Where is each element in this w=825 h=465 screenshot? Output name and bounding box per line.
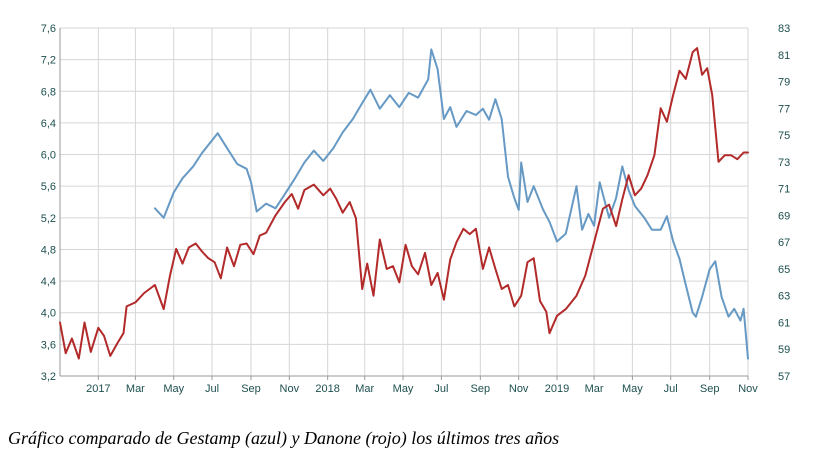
gestamp-series-line [153,48,749,360]
x-tick-label: May [622,383,643,395]
series-lines [59,47,749,360]
y-left-tick-label: 6,0 [41,150,56,162]
y-right-tick-label: 83 [778,23,790,35]
x-tick-label: May [393,383,414,395]
x-tick-label: 2017 [86,383,110,395]
y-left-tick-label: 6,8 [41,86,56,98]
x-tick-label: Sep [241,383,261,395]
y-right-tick-label: 61 [778,317,790,329]
grid [59,27,749,380]
chart: 3,23,64,04,44,85,25,66,06,46,87,27,6 575… [41,23,791,395]
x-tick-label: Sep [700,383,720,395]
y-right-tick-label: 69 [778,210,790,222]
x-tick-label: 2018 [315,383,339,395]
x-tick-label: Nov [509,383,529,395]
y-right-tick-label: 71 [778,184,790,196]
x-tick-label: Mar [585,383,604,395]
y-left-tick-labels: 3,2 3,6 4,0 4,4 4,8 5,2 5,6 6,0 6,4 6,8 7,2 7,6 [41,23,56,383]
y-right-tick-label: 77 [778,103,790,115]
y-left-tick-label: 3,2 [41,371,56,383]
danone-series-line [59,47,749,360]
x-tick-label: Jul [205,383,219,395]
y-right-tick-label: 65 [778,264,790,276]
x-tick-label: May [163,383,184,395]
y-right-tick-labels: 57 59 61 63 65 67 69 71 73 75 77 79 81 83 [778,23,790,383]
x-tick-label: Jul [434,383,448,395]
x-tick-label: Nov [738,383,758,395]
y-right-tick-label: 75 [778,130,790,142]
y-left-tick-label: 7,6 [41,23,56,35]
y-right-tick-label: 59 [778,344,790,356]
y-right-tick-label: 81 [778,50,790,62]
y-right-tick-label: 67 [778,237,790,249]
y-right-tick-label: 57 [778,371,790,383]
y-left-tick-label: 5,6 [41,181,56,193]
x-tick-label: Mar [355,383,374,395]
x-tick-label: Jul [664,383,678,395]
y-left-tick-label: 4,4 [41,276,56,288]
y-left-tick-label: 3,6 [41,339,56,351]
chart-caption: Gráfico comparado de Gestamp (azul) y Da… [8,428,560,448]
x-tick-labels: 2017 Mar May Jul Sep Nov 2018 Mar May Jul Sep Nov 20… [86,383,758,395]
x-tick-label: Nov [280,383,300,395]
y-left-tick-label: 6,4 [41,118,56,130]
y-left-tick-label: 4,0 [41,308,56,320]
y-left-tick-label: 4,8 [41,244,56,256]
y-right-tick-label: 73 [778,157,790,169]
y-left-tick-label: 7,2 [41,55,56,67]
y-left-tick-label: 5,2 [41,213,56,225]
y-right-tick-label: 79 [778,77,790,89]
x-tick-label: Sep [471,383,491,395]
y-right-tick-label: 63 [778,291,790,303]
x-tick-label: Mar [126,383,145,395]
x-tick-label: 2019 [545,383,569,395]
